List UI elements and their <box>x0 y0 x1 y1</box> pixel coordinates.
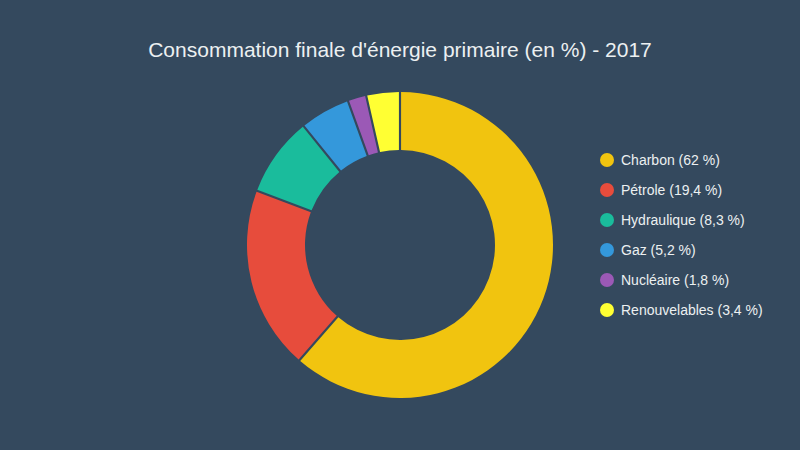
legend-swatch <box>600 183 614 197</box>
donut <box>247 92 553 398</box>
legend-item: Pétrole (19,4 %) <box>600 182 722 198</box>
legend-swatch <box>600 273 614 287</box>
legend-item: Renouvelables (3,4 %) <box>600 302 763 318</box>
legend-swatch <box>600 243 614 257</box>
slice <box>247 192 337 360</box>
legend-swatch <box>600 153 614 167</box>
title: Consommation finale d'énergie primaire (… <box>148 38 652 61</box>
legend-label: Hydraulique (8,3 %) <box>621 212 745 228</box>
legend-swatch <box>600 213 614 227</box>
legend-item: Charbon (62 %) <box>600 152 720 168</box>
legend-label: Nucléaire (1,8 %) <box>621 272 729 288</box>
legend-label: Renouvelables (3,4 %) <box>621 302 763 318</box>
slice <box>367 92 399 152</box>
legend-item: Gaz (5,2 %) <box>600 242 696 258</box>
legend-label: Charbon (62 %) <box>621 152 720 168</box>
background <box>0 0 800 450</box>
chart: Consommation finale d'énergie primaire (… <box>0 0 800 450</box>
legend-item: Hydraulique (8,3 %) <box>600 212 745 228</box>
slice <box>300 92 553 398</box>
legend-swatch <box>600 303 614 317</box>
legend-label: Pétrole (19,4 %) <box>621 182 722 198</box>
legend: Charbon (62 %) Pétrole (19,4 %) Hydrauliqu… <box>600 152 763 318</box>
legend-item: Nucléaire (1,8 %) <box>600 272 729 288</box>
legend-label: Gaz (5,2 %) <box>621 242 696 258</box>
